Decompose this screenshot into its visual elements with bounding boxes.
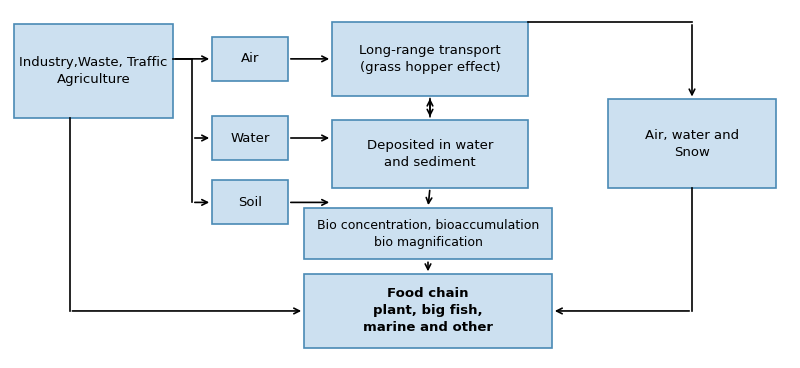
Text: Food chain
plant, big fish,
marine and other: Food chain plant, big fish, marine and o… bbox=[363, 287, 493, 335]
FancyBboxPatch shape bbox=[212, 37, 288, 81]
Text: Deposited in water
and sediment: Deposited in water and sediment bbox=[367, 139, 493, 169]
FancyBboxPatch shape bbox=[212, 116, 288, 160]
FancyBboxPatch shape bbox=[332, 22, 528, 96]
FancyBboxPatch shape bbox=[304, 208, 552, 259]
FancyBboxPatch shape bbox=[332, 120, 528, 188]
Text: Air, water and
Snow: Air, water and Snow bbox=[645, 128, 739, 159]
Text: Soil: Soil bbox=[238, 196, 262, 209]
Text: Long-range transport
(grass hopper effect): Long-range transport (grass hopper effec… bbox=[359, 44, 501, 74]
FancyBboxPatch shape bbox=[212, 180, 288, 224]
Text: Bio concentration, bioaccumulation
bio magnification: Bio concentration, bioaccumulation bio m… bbox=[317, 219, 539, 249]
FancyBboxPatch shape bbox=[608, 99, 776, 188]
Text: Water: Water bbox=[230, 131, 270, 145]
Text: Air: Air bbox=[241, 52, 259, 66]
FancyBboxPatch shape bbox=[14, 24, 173, 118]
Text: Industry,Waste, Traffic
Agriculture: Industry,Waste, Traffic Agriculture bbox=[19, 56, 168, 86]
FancyBboxPatch shape bbox=[304, 274, 552, 348]
